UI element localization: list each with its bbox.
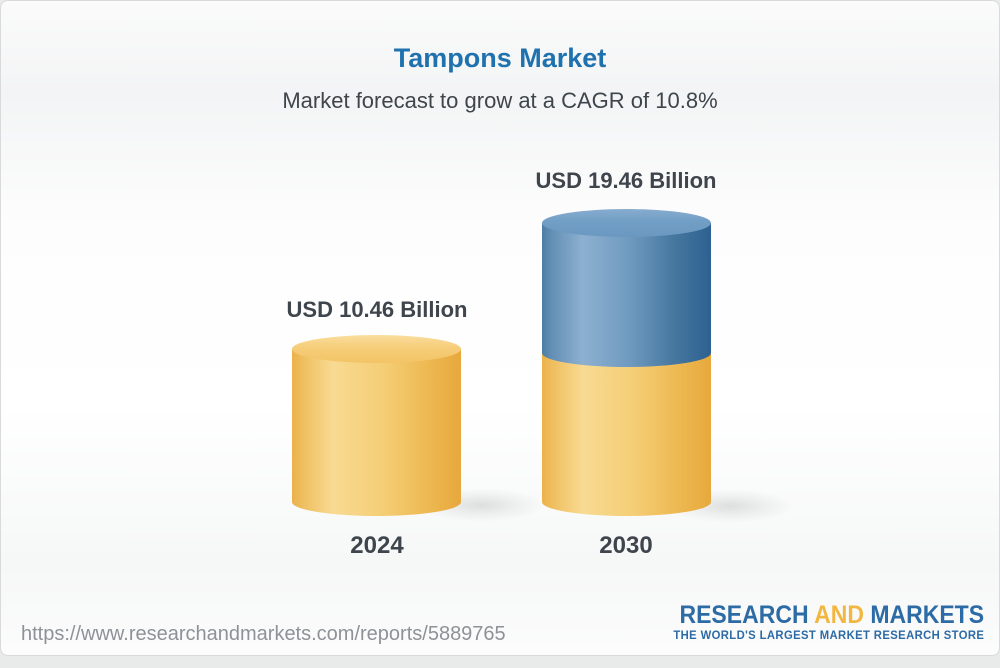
brand-logo-wordmark: RESEARCH AND MARKETS [679, 602, 984, 628]
brand-word-and: AND [814, 601, 864, 629]
cylinder-2030-top [542, 209, 711, 237]
cylinder-2030 [542, 209, 711, 516]
chart-subtitle: Market forecast to grow at a CAGR of 10.… [282, 88, 718, 113]
cylinder-2030-growth-segment [542, 223, 711, 367]
brand-logo: RESEARCH AND MARKETS THE WORLD'S LARGEST… [653, 602, 984, 642]
cylinder-2024-body [292, 349, 461, 517]
cylinder-2024 [292, 335, 461, 517]
brand-word-research: RESEARCH [679, 601, 809, 629]
x-axis-label-2030: 2030 [599, 532, 653, 559]
cylinder-2024-top [292, 335, 461, 363]
chart-title: Tampons Market [393, 43, 607, 73]
x-axis-label-2024: 2024 [350, 532, 404, 559]
brand-word-markets: MARKETS [870, 601, 984, 629]
brand-tagline: THE WORLD'S LARGEST MARKET RESEARCH STOR… [673, 630, 984, 642]
bar-value-label-2030: USD 19.46 Billion [535, 168, 717, 193]
cylinder-2030-base-segment [542, 353, 711, 516]
bar-value-label-2024: USD 10.46 Billion [286, 297, 468, 322]
report-url-link[interactable]: https://www.researchandmarkets.com/repor… [21, 623, 506, 645]
